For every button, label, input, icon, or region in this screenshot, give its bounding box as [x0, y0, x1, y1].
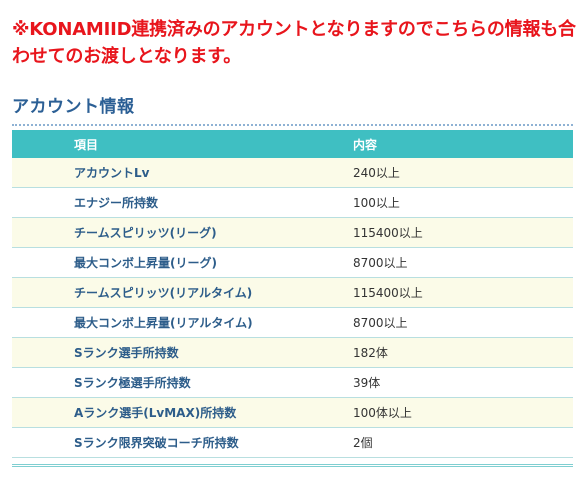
table-row: Sランク限界突破コーチ所持数 2個	[12, 427, 573, 458]
table-row: Sランク極選手所持数 39体	[12, 367, 573, 398]
row-label: アカウントLv	[12, 158, 280, 188]
table-row: チームスピリッツ(リアルタイム) 115400以上	[12, 277, 573, 308]
row-label: Sランク極選手所持数	[12, 367, 280, 398]
row-value: 39体	[280, 367, 573, 398]
table-row: Aランク選手(LvMAX)所持数 100体以上	[12, 397, 573, 428]
row-label: 最大コンボ上昇量(リーグ)	[12, 247, 280, 278]
column-header-content: 内容	[280, 130, 573, 158]
row-value: 100体以上	[280, 397, 573, 428]
row-value: 100以上	[280, 187, 573, 218]
row-label: Aランク選手(LvMAX)所持数	[12, 397, 280, 428]
row-value: 182体	[280, 337, 573, 368]
table-header-row: 項目 内容	[12, 130, 573, 158]
table-row: アカウントLv 240以上	[12, 158, 573, 188]
title-divider	[12, 124, 573, 126]
table-row: 最大コンボ上昇量(リアルタイム) 8700以上	[12, 307, 573, 338]
table-row: エナジー所持数 100以上	[12, 187, 573, 218]
row-value: 115400以上	[280, 277, 573, 308]
row-value: 2個	[280, 427, 573, 458]
row-value: 240以上	[280, 158, 573, 188]
row-label: エナジー所持数	[12, 187, 280, 218]
row-value: 8700以上	[280, 247, 573, 278]
section-title: アカウント情報	[12, 97, 135, 117]
row-label: チームスピリッツ(リアルタイム)	[12, 277, 280, 308]
column-header-item: 項目	[12, 130, 280, 158]
table-bottom-divider	[12, 461, 573, 467]
table-row: 最大コンボ上昇量(リーグ) 8700以上	[12, 247, 573, 278]
row-label: 最大コンボ上昇量(リアルタイム)	[12, 307, 280, 338]
row-value: 8700以上	[280, 307, 573, 338]
row-value: 115400以上	[280, 217, 573, 248]
notice-text: ※KONAMIID連携済みのアカウントとなりますのでこちらの情報も合わせてのお渡…	[12, 19, 576, 67]
table-row: Sランク選手所持数 182体	[12, 337, 573, 368]
row-label: Sランク限界突破コーチ所持数	[12, 427, 280, 458]
row-label: チームスピリッツ(リーグ)	[12, 217, 280, 248]
table-row: チームスピリッツ(リーグ) 115400以上	[12, 217, 573, 248]
row-label: Sランク選手所持数	[12, 337, 280, 368]
account-info-table: 項目 内容 アカウントLv 240以上 エナジー所持数 100以上 チームスピリ…	[12, 130, 573, 467]
